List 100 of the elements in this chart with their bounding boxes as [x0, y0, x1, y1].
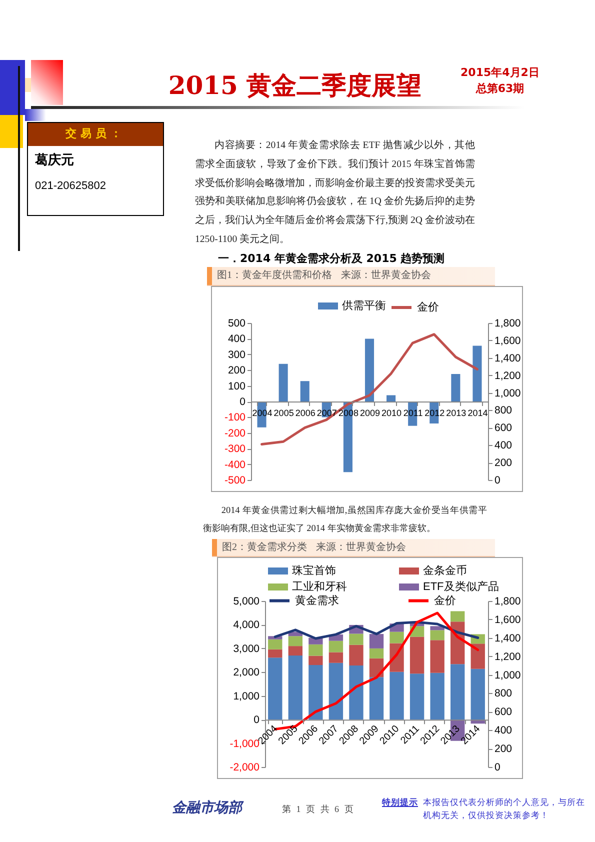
- x-tick-label: 2009: [360, 408, 380, 418]
- bar: [308, 644, 323, 656]
- bar: [470, 644, 485, 669]
- y2-tick-label: 1,800: [494, 596, 521, 608]
- x-tick-label: 2010: [382, 408, 402, 418]
- y2-tick-label: 0: [494, 474, 500, 486]
- text: 第 1 页 共 6 页: [282, 803, 354, 816]
- x-tick-label: 2007: [316, 408, 337, 418]
- y-tick-label: 3,000: [233, 642, 260, 655]
- text: 内容摘要：2014 年黄金需求除去 ETF 抛售减少以外，其他需求全面疲软，导致了金价下跌。我们预计 2015 年珠宝首饰需求受低价影响会略微增加，而影响金价最主要的投资需求受美元强势和美联储加息影响将仍会疲软，在 1Q 金价先扬后抑的走势之后，我们认为全年随后金价将会震荡下行,预测 2Q 金价波动在 1250-1100 美元之间。: [195, 138, 475, 247]
- y2-tick-label: 400: [494, 724, 512, 737]
- bar: [369, 634, 384, 648]
- y2-tick-label: 1,000: [494, 669, 521, 682]
- y-tick-label: 5,000: [233, 596, 260, 608]
- legend-label: 供需平衡: [342, 300, 386, 312]
- bar: [390, 632, 404, 644]
- bar: [430, 672, 444, 720]
- bar: [450, 611, 465, 622]
- text: 021-20625802: [35, 180, 106, 192]
- y-tick-label: -100: [224, 412, 246, 424]
- bar: [328, 652, 344, 663]
- text: 一．2014 年黄金需求分析及 2015 趋势预测: [218, 251, 445, 266]
- y2-tick-label: 400: [494, 440, 512, 452]
- bar: [430, 630, 444, 640]
- y2-tick-label: 1,200: [494, 650, 521, 663]
- y2-tick-label: 200: [494, 457, 512, 470]
- bar: [308, 656, 323, 666]
- legend-label: ETF及类似产品: [423, 580, 499, 593]
- y-tick-label: -400: [224, 458, 246, 471]
- y2-tick-label: 600: [494, 422, 512, 434]
- text: 2014 年黄金供需过剩大幅增加,虽然国库存庞大金价受当年供需平衡影响有限,但这也证实了 2014 年实物黄金需求非常疲软。: [203, 504, 487, 535]
- y2-tick-label: 1,400: [494, 352, 521, 364]
- y2-tick-label: 800: [494, 404, 512, 417]
- legend-label: 工业和牙科: [292, 580, 347, 593]
- bar: [470, 668, 485, 720]
- text: 交易员：: [28, 123, 163, 145]
- bar: [349, 644, 364, 666]
- bar: [472, 346, 482, 402]
- y2-tick-label: 800: [494, 688, 512, 700]
- bar: [349, 634, 364, 645]
- y-tick-label: 400: [228, 333, 246, 346]
- bar: [328, 662, 344, 720]
- y-tick-label: 0: [254, 714, 260, 726]
- bar: [268, 658, 282, 720]
- bar: [288, 656, 303, 720]
- bar: [364, 338, 374, 402]
- y2-tick-label: 1,600: [494, 614, 521, 626]
- y-tick-label: -500: [224, 474, 246, 486]
- text: 特别提示: [382, 797, 418, 810]
- y2-tick-label: 1,000: [494, 387, 521, 400]
- y2-tick-label: 1,400: [494, 632, 521, 644]
- source-note: 来源：世界黄金协会: [316, 542, 406, 553]
- y2-tick-label: 1,600: [494, 334, 521, 347]
- bar: [300, 381, 310, 402]
- text: 2015 黄金二季度展望: [167, 70, 423, 102]
- legend-label: 金价: [434, 594, 456, 607]
- bar: [288, 646, 303, 656]
- bar: [278, 364, 288, 402]
- text: 本报告仅代表分析师的个人意见，与所在机构无关，仅供投资决策参考！: [423, 797, 586, 823]
- bar: [430, 640, 444, 673]
- bar: [288, 636, 303, 646]
- text: 总第63期: [474, 81, 526, 96]
- y-tick-label: -300: [224, 443, 246, 456]
- x-tick-label: 2014: [468, 408, 488, 418]
- bar: [268, 649, 282, 658]
- y-tick-label: 0: [240, 396, 246, 408]
- bar: [268, 639, 282, 650]
- bar: [308, 665, 323, 720]
- bar: [390, 672, 404, 720]
- bar: [328, 640, 344, 652]
- bar: [349, 666, 364, 720]
- x-tick-label: 2013: [446, 408, 466, 418]
- bar: [430, 626, 444, 630]
- y-tick-label: 300: [228, 348, 246, 361]
- bar: [386, 395, 396, 402]
- legend-label: 金价: [417, 302, 439, 314]
- y2-tick-label: 1,200: [494, 370, 521, 382]
- y2-tick-label: 200: [494, 743, 512, 756]
- legend-label: 金条金币: [423, 564, 467, 577]
- line-series: [274, 620, 480, 640]
- text: 2015年4月2日: [460, 65, 540, 80]
- text: 葛庆元: [35, 152, 74, 169]
- y-tick-label: 2,000: [233, 666, 260, 679]
- legend-label: 珠宝首饰: [292, 564, 336, 577]
- chart-title: 图2：黄金需求分类: [222, 542, 307, 553]
- bar: [369, 648, 384, 658]
- x-tick-label: 2006: [295, 408, 316, 418]
- y-tick-label: -2,000: [230, 762, 260, 774]
- source-note: 来源：世界黄金协会: [341, 270, 431, 281]
- bar: [451, 374, 460, 402]
- text: 金融市场部: [172, 799, 242, 817]
- bar: [410, 674, 424, 720]
- y2-tick-label: 0: [494, 762, 500, 774]
- legend-label: 黄金需求: [295, 594, 339, 607]
- chart-title: 图1：黄金年度供需和价格: [217, 270, 332, 281]
- y-tick-label: 1,000: [233, 690, 260, 702]
- y-tick-label: 200: [228, 364, 246, 377]
- y-tick-label: 500: [228, 318, 246, 330]
- x-tick-label: 2005: [274, 408, 294, 418]
- bar: [369, 677, 384, 720]
